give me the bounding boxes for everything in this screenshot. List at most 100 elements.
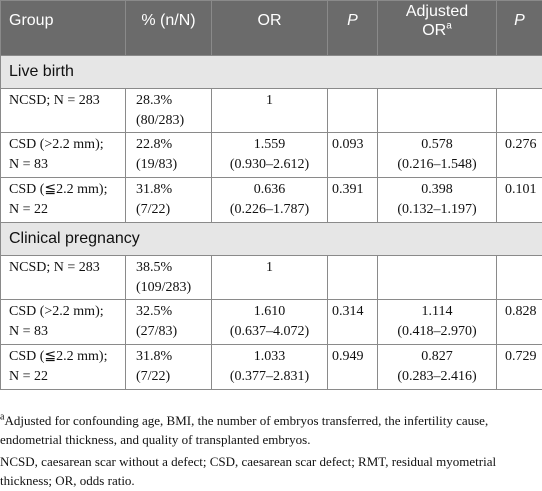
cell-group: CSD (≦2.2 mm); N = 22 (0, 344, 126, 390)
percent-value: 38.5% (136, 260, 173, 275)
or-value: 1.559 (253, 137, 286, 152)
cell-adjusted-or: 0.398 (0.132–1.197) (377, 177, 497, 223)
cell-percent: 31.8% (7/22) (125, 344, 212, 390)
group-label: CSD (≦2.2 mm); (9, 349, 108, 364)
cell-p-adjusted: 0.729 (496, 344, 542, 390)
or-value: 1.033 (253, 349, 286, 364)
or-ci: (0.637–4.072) (229, 324, 310, 339)
adjusted-or-ci: (0.132–1.197) (397, 202, 477, 217)
footnote-mark: a (0, 411, 5, 423)
table-row: NCSD; N = 283 38.5% (109/283) 1 (0, 255, 542, 300)
section-row: Clinical pregnancy (0, 222, 542, 256)
cell-adjusted-or (377, 255, 497, 300)
cell-p (327, 88, 378, 133)
cell-p-adjusted: 0.276 (496, 132, 542, 178)
cell-p-adjusted (496, 255, 542, 300)
percent-value: 22.8% (136, 137, 173, 152)
cell-percent: 38.5% (109/283) (125, 255, 212, 300)
cell-or: 1 (211, 255, 328, 300)
cell-percent: 32.5% (27/83) (125, 299, 212, 345)
cell-percent: 22.8% (19/83) (125, 132, 212, 178)
group-label: NCSD; N = 283 (9, 260, 100, 275)
cell-group: NCSD; N = 283 (0, 88, 126, 133)
or-value: 1 (266, 260, 273, 275)
header-adjusted-footnote-mark: a (446, 20, 452, 32)
table-row: NCSD; N = 283 28.3% (80/283) 1 (0, 88, 542, 133)
percent-fraction: (109/283) (136, 280, 192, 295)
cell-p-adjusted: 0.828 (496, 299, 542, 345)
cell-group: CSD (>2.2 mm); N = 83 (0, 299, 126, 345)
group-n: N = 83 (9, 324, 49, 339)
header-adjusted-or-label: OR (422, 22, 447, 39)
cell-p-adjusted: 0.101 (496, 177, 542, 223)
cell-group: NCSD; N = 283 (0, 255, 126, 300)
adjusted-or-value: 0.578 (421, 137, 453, 152)
footnote-adjusted: aAdjusted for confounding age, BMI, the … (0, 411, 542, 449)
percent-fraction: (19/83) (136, 157, 178, 172)
cell-percent: 31.8% (7/22) (125, 177, 212, 223)
group-n: N = 22 (9, 369, 49, 384)
group-label: CSD (>2.2 mm); (9, 137, 104, 152)
table-row: CSD (≦2.2 mm); N = 22 31.8% (7/22) 1.033 (0… (0, 344, 542, 390)
footnote-abbreviations: NCSD, caesarean scar without a defect; C… (0, 454, 497, 488)
table-row: CSD (>2.2 mm); N = 83 22.8% (19/83) 1.559 (… (0, 132, 542, 178)
cell-adjusted-or: 1.114 (0.418–2.970) (377, 299, 497, 345)
adjusted-or-ci: (0.283–2.416) (397, 369, 477, 384)
group-label: CSD (>2.2 mm); (9, 304, 104, 319)
footnote-adjusted-text: Adjusted for confounding age, BMI, the n… (0, 413, 489, 447)
percent-fraction: (27/83) (136, 324, 178, 339)
cell-group: CSD (≦2.2 mm); N = 22 (0, 177, 126, 223)
adjusted-or-ci: (0.418–2.970) (397, 324, 477, 339)
or-value: 0.636 (253, 182, 286, 197)
table-footnotes: aAdjusted for confounding age, BMI, the … (0, 411, 542, 490)
adjusted-or-ci: (0.216–1.548) (397, 157, 477, 172)
percent-fraction: (7/22) (136, 369, 171, 384)
header-p: P (327, 0, 378, 56)
percent-value: 32.5% (136, 304, 173, 319)
percent-value: 31.8% (136, 182, 173, 197)
group-n: N = 22 (9, 202, 49, 217)
or-value: 1 (266, 93, 273, 108)
cell-p-adjusted (496, 88, 542, 133)
cell-p: 0.093 (327, 132, 378, 178)
cell-p: 0.949 (327, 344, 378, 390)
or-value: 1.610 (253, 304, 286, 319)
cell-adjusted-or: 0.578 (0.216–1.548) (377, 132, 497, 178)
percent-fraction: (7/22) (136, 202, 171, 217)
cell-adjusted-or (377, 88, 497, 133)
group-label: CSD (≦2.2 mm); (9, 182, 108, 197)
table-row: CSD (≦2.2 mm); N = 22 31.8% (7/22) 0.636 (0… (0, 177, 542, 223)
table-row: CSD (>2.2 mm); N = 83 32.5% (27/83) 1.610 (… (0, 299, 542, 345)
section-title: Clinical pregnancy (0, 222, 542, 256)
adjusted-or-value: 1.114 (421, 304, 453, 319)
section-title: Live birth (0, 55, 542, 89)
header-or: OR (211, 0, 328, 56)
table-header-row: Group % (n/N) OR P Adjusted ORa P (0, 0, 542, 56)
adjusted-or-value: 0.398 (421, 182, 453, 197)
cell-adjusted-or: 0.827 (0.283–2.416) (377, 344, 497, 390)
adjusted-or-value: 0.827 (421, 349, 453, 364)
group-n: N = 83 (9, 157, 49, 172)
or-ci: (0.377–2.831) (229, 369, 310, 384)
cell-or: 1.559 (0.930–2.612) (211, 132, 328, 178)
cell-or: 1.610 (0.637–4.072) (211, 299, 328, 345)
or-ci: (0.930–2.612) (229, 157, 310, 172)
percent-value: 31.8% (136, 349, 173, 364)
cell-or: 1 (211, 88, 328, 133)
section-row: Live birth (0, 55, 542, 89)
cell-or: 1.033 (0.377–2.831) (211, 344, 328, 390)
cell-or: 0.636 (0.226–1.787) (211, 177, 328, 223)
cell-p: 0.314 (327, 299, 378, 345)
or-ci: (0.226–1.787) (229, 202, 310, 217)
cell-p: 0.391 (327, 177, 378, 223)
percent-value: 28.3% (136, 93, 173, 108)
header-adjusted-or: Adjusted ORa (377, 0, 497, 56)
header-adjusted-label: Adjusted (405, 3, 469, 20)
cell-group: CSD (>2.2 mm); N = 83 (0, 132, 126, 178)
header-p-adjusted: P (496, 0, 542, 56)
cell-p (327, 255, 378, 300)
header-group: Group (0, 0, 126, 56)
results-table: Group % (n/N) OR P Adjusted ORa P Live b… (0, 0, 542, 390)
percent-fraction: (80/283) (136, 113, 185, 128)
header-percent: % (n/N) (125, 0, 212, 56)
